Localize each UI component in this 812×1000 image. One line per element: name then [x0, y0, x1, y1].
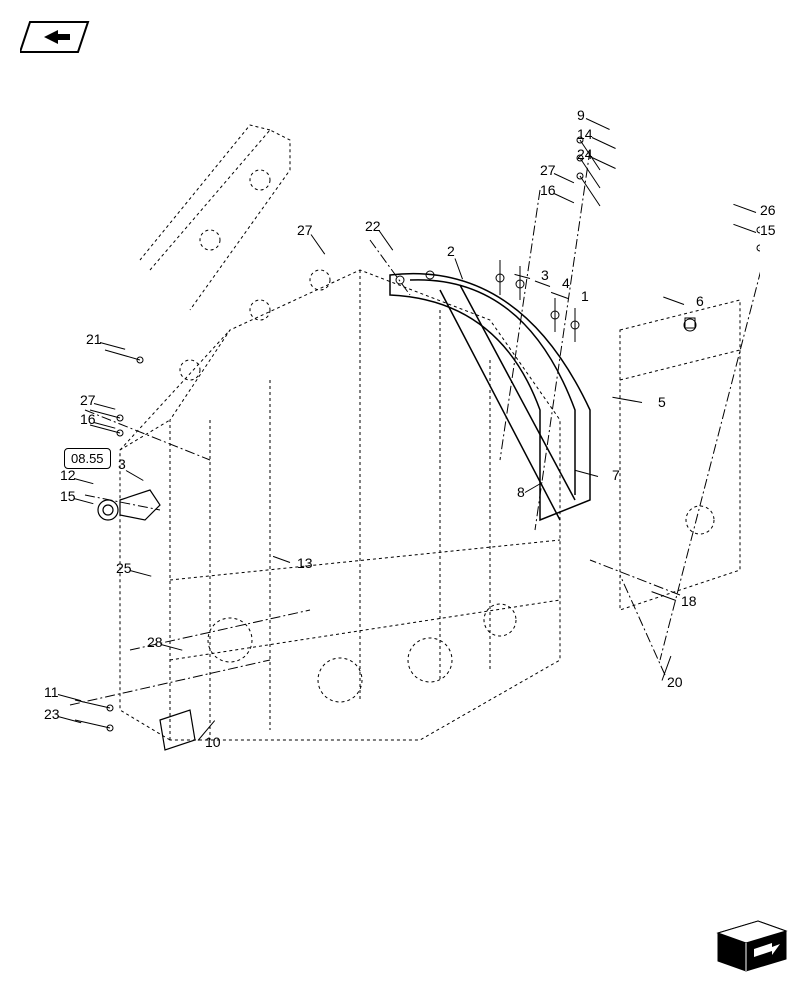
callout-16a: 16 [540, 183, 556, 197]
callout-15a: 15 [760, 223, 776, 237]
callout-10: 10 [205, 735, 221, 749]
callout-27c: 27 [80, 393, 96, 407]
callout-23: 23 [44, 707, 60, 721]
page-container: 08.55 [0, 0, 812, 1000]
nav-prev-icon [20, 20, 90, 59]
callout-21: 21 [86, 332, 102, 346]
callout-24: 24 [577, 147, 593, 161]
section-ref-box: 08.55 [64, 448, 111, 469]
callout-8: 8 [517, 485, 525, 499]
callout-25: 25 [116, 561, 132, 575]
section-ref-label: 08.55 [71, 451, 104, 466]
nav-next-icon [712, 915, 792, 980]
callout-14: 14 [577, 127, 593, 141]
callout-28: 28 [147, 635, 163, 649]
callout-9: 9 [577, 108, 585, 122]
callout-18: 18 [681, 594, 697, 608]
callout-7: 7 [612, 468, 620, 482]
callout-3a: 3 [541, 268, 549, 282]
callout-13: 13 [297, 556, 313, 570]
callout-27b: 27 [540, 163, 556, 177]
callout-6: 6 [696, 294, 704, 308]
callout-12: 12 [60, 468, 76, 482]
callout-20: 20 [667, 675, 683, 689]
callout-1: 1 [581, 289, 589, 303]
callout-5: 5 [658, 395, 666, 409]
callout-2: 2 [447, 244, 455, 258]
callout-16b: 16 [80, 412, 96, 426]
callout-3b: 3 [118, 457, 126, 471]
callout-15b: 15 [60, 489, 76, 503]
callout-26: 26 [760, 203, 776, 217]
exploded-drawing [60, 100, 760, 900]
callout-11: 11 [44, 685, 59, 699]
callout-4: 4 [562, 276, 570, 290]
